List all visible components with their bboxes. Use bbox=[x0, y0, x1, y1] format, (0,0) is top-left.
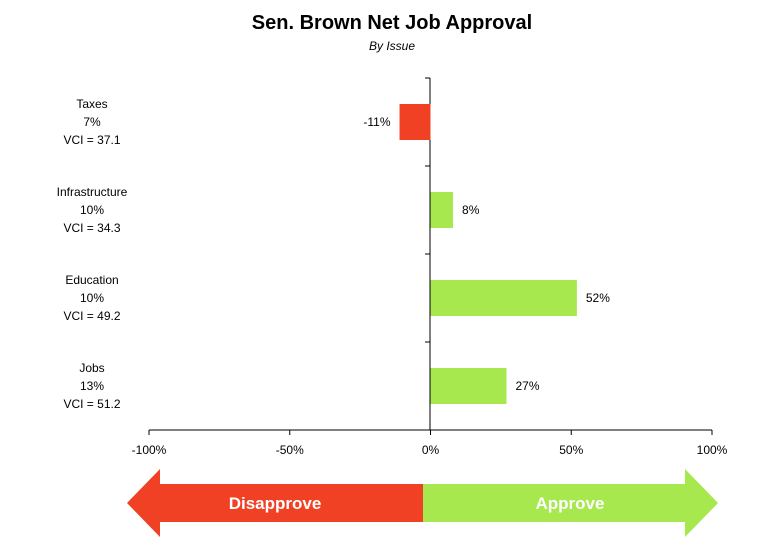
data-label: 8% bbox=[462, 203, 480, 217]
bar-taxes bbox=[399, 104, 431, 140]
data-label: 27% bbox=[516, 379, 540, 393]
plot-area: -100% -50% 0% 50% 100% -11% Taxes 7% VCI = 37.1 8… bbox=[57, 77, 728, 457]
data-label: 52% bbox=[586, 291, 610, 305]
bar-education bbox=[430, 280, 577, 316]
x-tick-label: 100% bbox=[697, 443, 728, 457]
x-tick-label: -100% bbox=[132, 443, 167, 457]
approval-arrow: Disapprove Approve bbox=[127, 469, 718, 537]
category-name: Jobs bbox=[79, 361, 104, 375]
disapprove-arrow bbox=[127, 469, 423, 537]
x-tick-label: 0% bbox=[422, 443, 440, 457]
category-share: 7% bbox=[83, 115, 101, 129]
category-name: Taxes bbox=[76, 97, 107, 111]
category-vci: VCI = 51.2 bbox=[63, 397, 120, 411]
disapprove-label: Disapprove bbox=[229, 494, 322, 513]
category-name: Infrastructure bbox=[57, 185, 128, 199]
approve-label: Approve bbox=[536, 494, 605, 513]
category-name: Education bbox=[65, 273, 118, 287]
chart-title: Sen. Brown Net Job Approval bbox=[252, 12, 532, 34]
bar-jobs bbox=[430, 368, 507, 404]
x-tick-label: 50% bbox=[559, 443, 583, 457]
approve-arrow bbox=[423, 469, 718, 537]
chart-subtitle: By Issue bbox=[369, 39, 415, 53]
category-share: 13% bbox=[80, 379, 104, 393]
bar-infrastructure bbox=[430, 192, 454, 228]
category-vci: VCI = 49.2 bbox=[63, 309, 120, 323]
category-share: 10% bbox=[80, 291, 104, 305]
category-share: 10% bbox=[80, 203, 104, 217]
x-tick-label: -50% bbox=[276, 443, 304, 457]
category-vci: VCI = 37.1 bbox=[63, 133, 120, 147]
data-label: -11% bbox=[363, 115, 390, 129]
category-vci: VCI = 34.3 bbox=[63, 221, 120, 235]
